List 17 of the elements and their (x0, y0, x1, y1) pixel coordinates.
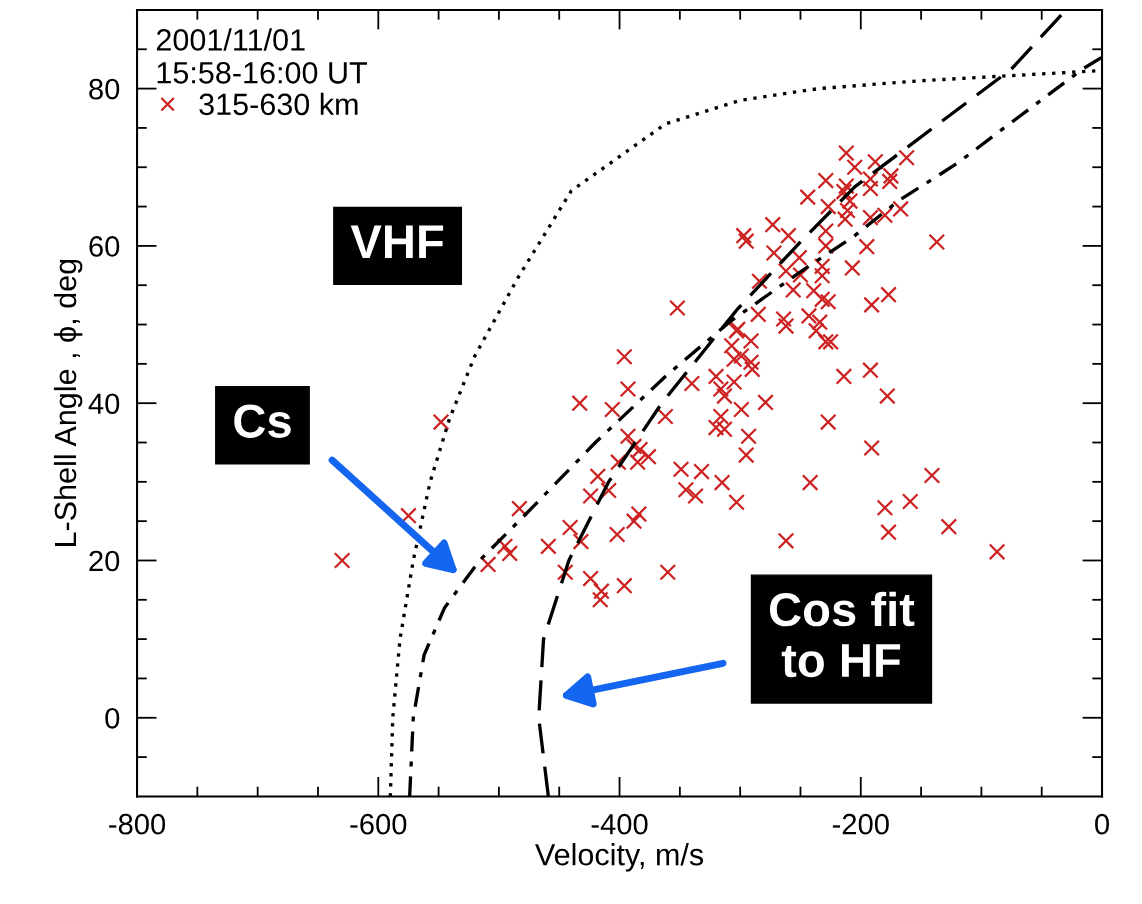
x-tick-label: -600 (350, 813, 407, 835)
annotation: Cs (234, 404, 291, 438)
annotation: VHF (350, 225, 444, 259)
legend-title: 2001/11/01 15:58-16:00 UT (156, 28, 367, 84)
y-axis-title: L-Shell Angle , ϕ, deg (53, 259, 83, 546)
legend-label: 315-630 km (199, 92, 358, 116)
y-tick-label: 0 (105, 707, 120, 729)
x-tick-label: -200 (832, 813, 889, 835)
annotation: Cos fit to HF (769, 591, 915, 678)
x-axis-title: Velocity, m/s (535, 843, 704, 872)
y-tick-label: 40 (88, 393, 120, 415)
x-tick-label: -800 (109, 813, 166, 835)
y-tick-label: 80 (89, 78, 120, 100)
x-tick-label: 0 (1095, 813, 1109, 835)
y-tick-label: 60 (89, 236, 120, 257)
x-tick-label: -400 (591, 813, 648, 835)
y-tick-label: 20 (89, 550, 120, 572)
